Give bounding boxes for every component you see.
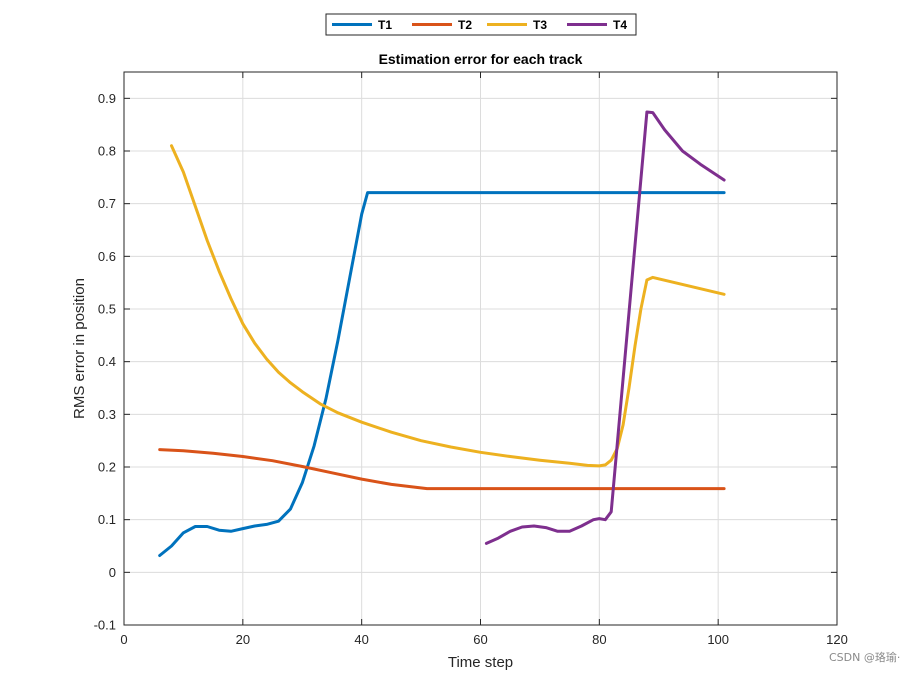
y-tick-label: 0.1 — [98, 512, 116, 527]
watermark-text: CSDN @珞瑜· — [829, 650, 900, 664]
legend-label-t4: T4 — [613, 18, 627, 32]
y-tick-label: 0.9 — [98, 91, 116, 106]
series-line-t1 — [158, 191, 726, 557]
series-lines — [158, 110, 726, 557]
legend-label-t3: T3 — [533, 18, 547, 32]
y-tick-label: -0.1 — [94, 618, 116, 633]
legend: T1 T2 T3 T4 — [325, 13, 637, 36]
x-tick-label: 60 — [473, 632, 487, 647]
legend-label-t2: T2 — [458, 18, 472, 32]
y-axis-label: RMS error in position — [71, 278, 88, 419]
axis-ticks: 0 20 40 60 80 100 120 -0.1 0 0.1 0.2 0.3 0.4 0.5 0.6 0.… — [94, 72, 848, 647]
y-tick-label: 0.3 — [98, 407, 116, 422]
y-tick-label: 0.4 — [98, 354, 116, 369]
series-line-t4 — [484, 110, 726, 545]
y-tick-label: 0.6 — [98, 249, 116, 264]
y-tick-label: 0.5 — [98, 302, 116, 317]
chart-title: Estimation error for each track — [379, 51, 583, 67]
x-axis-label: Time step — [448, 654, 513, 671]
y-tick-label: 0.2 — [98, 460, 116, 475]
x-tick-label: 80 — [592, 632, 606, 647]
series-line-t2 — [158, 448, 726, 491]
x-tick-label: 20 — [236, 632, 250, 647]
y-tick-label: 0.8 — [98, 144, 116, 159]
y-tick-label: 0 — [109, 565, 116, 580]
legend-box — [325, 13, 637, 36]
legend-label-t1: T1 — [378, 18, 392, 32]
x-tick-label: 120 — [826, 632, 848, 647]
y-tick-label: 0.7 — [98, 196, 116, 211]
x-tick-label: 0 — [120, 632, 127, 647]
series-line-t3 — [170, 144, 726, 468]
x-tick-label: 100 — [707, 632, 729, 647]
x-tick-label: 40 — [354, 632, 368, 647]
